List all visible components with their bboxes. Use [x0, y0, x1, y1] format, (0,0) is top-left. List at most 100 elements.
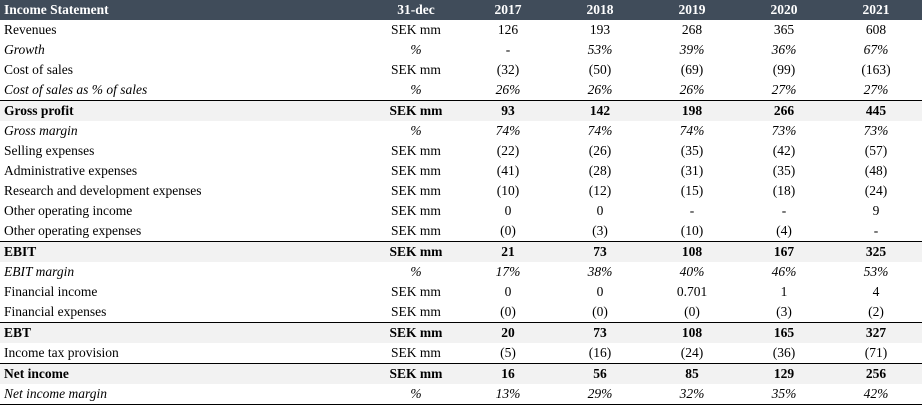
header-year: 2019 — [646, 0, 738, 20]
row-unit: % — [410, 42, 422, 57]
row-value: 327 — [830, 322, 922, 343]
table-row-gross-margin: Gross margin % 74% 74% 74% 73% 73% — [0, 121, 922, 141]
row-value: 167 — [738, 241, 830, 262]
row-value: 16 — [462, 363, 554, 384]
row-value: 608 — [865, 22, 887, 37]
row-value: 165 — [738, 322, 830, 343]
row-value: 26% — [679, 82, 705, 97]
row-unit: SEK mm — [391, 163, 441, 178]
table-row-income-tax: Income tax provision SEK mm (5) (16) (24… — [0, 343, 922, 364]
row-value: (4) — [776, 223, 792, 238]
row-value: 129 — [738, 363, 830, 384]
row-value: 29% — [554, 384, 646, 405]
row-value: (31) — [680, 163, 704, 178]
row-unit: SEK mm — [370, 241, 462, 262]
row-unit: SEK mm — [370, 363, 462, 384]
row-value: (50) — [588, 62, 612, 77]
row-value: 38% — [587, 264, 613, 279]
row-value: 26% — [587, 82, 613, 97]
row-value: 445 — [830, 100, 922, 121]
row-label: EBIT margin — [4, 264, 75, 279]
row-unit: SEK mm — [391, 203, 441, 218]
row-value: 1 — [780, 284, 788, 299]
table-row-cost-of-sales-ratio: Cost of sales as % of sales % 26% 26% 26… — [0, 80, 922, 101]
row-unit: SEK mm — [391, 284, 441, 299]
row-value: (42) — [772, 143, 796, 158]
row-value: 108 — [646, 322, 738, 343]
row-label: Revenues — [4, 22, 57, 37]
row-label: Cost of sales as % of sales — [4, 82, 148, 97]
row-value: 56 — [554, 363, 646, 384]
row-label: Income tax provision — [4, 345, 119, 360]
row-value: (0) — [592, 304, 608, 319]
table-row-other-operating-income: Other operating income SEK mm 0 0 - - 9 — [0, 201, 922, 221]
table-row-growth: Growth % - 53% 39% 36% 67% — [0, 40, 922, 60]
row-value: 0 — [596, 284, 604, 299]
row-value: 13% — [462, 384, 554, 405]
row-value: 4 — [872, 284, 880, 299]
row-value: (16) — [588, 345, 612, 360]
row-value: 0 — [596, 203, 604, 218]
row-value: 46% — [771, 264, 797, 279]
row-value: 35% — [738, 384, 830, 405]
row-value: (26) — [588, 143, 612, 158]
table-row-ebit: EBIT SEK mm 21 73 108 167 325 — [0, 241, 922, 262]
row-value: 73 — [554, 322, 646, 343]
row-unit: SEK mm — [391, 143, 441, 158]
row-value: (0) — [500, 223, 516, 238]
row-value: 73 — [554, 241, 646, 262]
header-year: 2018 — [554, 0, 646, 20]
row-value: 193 — [589, 22, 611, 37]
table-header-row: Income Statement 31-dec 2017 2018 2019 2… — [0, 0, 922, 20]
table-row-revenues: Revenues SEK mm 126 193 268 365 608 — [0, 20, 922, 40]
table-row-other-operating-expenses: Other operating expenses SEK mm (0) (3) … — [0, 221, 922, 242]
table-row-financial-expenses: Financial expenses SEK mm (0) (0) (0) (3… — [0, 302, 922, 323]
row-value: 256 — [830, 363, 922, 384]
row-unit: SEK mm — [391, 62, 441, 77]
header-title: Income Statement — [0, 0, 370, 20]
row-value: (48) — [864, 163, 888, 178]
row-value: (35) — [680, 143, 704, 158]
row-value: (18) — [772, 183, 796, 198]
row-value: 17% — [495, 264, 521, 279]
row-value: (5) — [500, 345, 516, 360]
header-unit: 31-dec — [370, 0, 462, 20]
row-label: Net income margin — [0, 384, 370, 405]
row-unit: % — [410, 264, 422, 279]
row-label: Other operating income — [4, 203, 133, 218]
row-value: 21 — [462, 241, 554, 262]
row-label: Research and development expenses — [4, 183, 202, 198]
row-value: 27% — [863, 82, 889, 97]
row-value: (10) — [496, 183, 520, 198]
row-unit: SEK mm — [370, 322, 462, 343]
row-unit: SEK mm — [391, 223, 441, 238]
header-year: 2020 — [738, 0, 830, 20]
row-value: (69) — [680, 62, 704, 77]
row-value: (22) — [496, 143, 520, 158]
row-unit: SEK mm — [391, 22, 441, 37]
row-label: Net income — [0, 363, 370, 384]
row-unit: SEK mm — [370, 100, 462, 121]
table-row-gross-profit: Gross profit SEK mm 93 142 198 266 445 — [0, 100, 922, 121]
row-value: 36% — [771, 42, 797, 57]
row-value: 26% — [495, 82, 521, 97]
row-value: (2) — [868, 304, 884, 319]
row-value: 53% — [587, 42, 613, 57]
row-value: (3) — [592, 223, 608, 238]
row-value: 0 — [504, 203, 512, 218]
row-value: 126 — [497, 22, 519, 37]
table-row-ebit-margin: EBIT margin % 17% 38% 40% 46% 53% — [0, 262, 922, 282]
row-value: 198 — [646, 100, 738, 121]
row-value: 53% — [863, 264, 889, 279]
row-unit: SEK mm — [391, 304, 441, 319]
row-value: 9 — [872, 203, 880, 218]
row-value: - — [873, 223, 879, 238]
row-value: 0 — [504, 284, 512, 299]
row-unit: % — [370, 384, 462, 405]
row-value: 108 — [646, 241, 738, 262]
row-value: 27% — [771, 82, 797, 97]
row-label: Financial income — [4, 284, 98, 299]
row-value: 74% — [587, 123, 613, 138]
row-value: 39% — [679, 42, 705, 57]
